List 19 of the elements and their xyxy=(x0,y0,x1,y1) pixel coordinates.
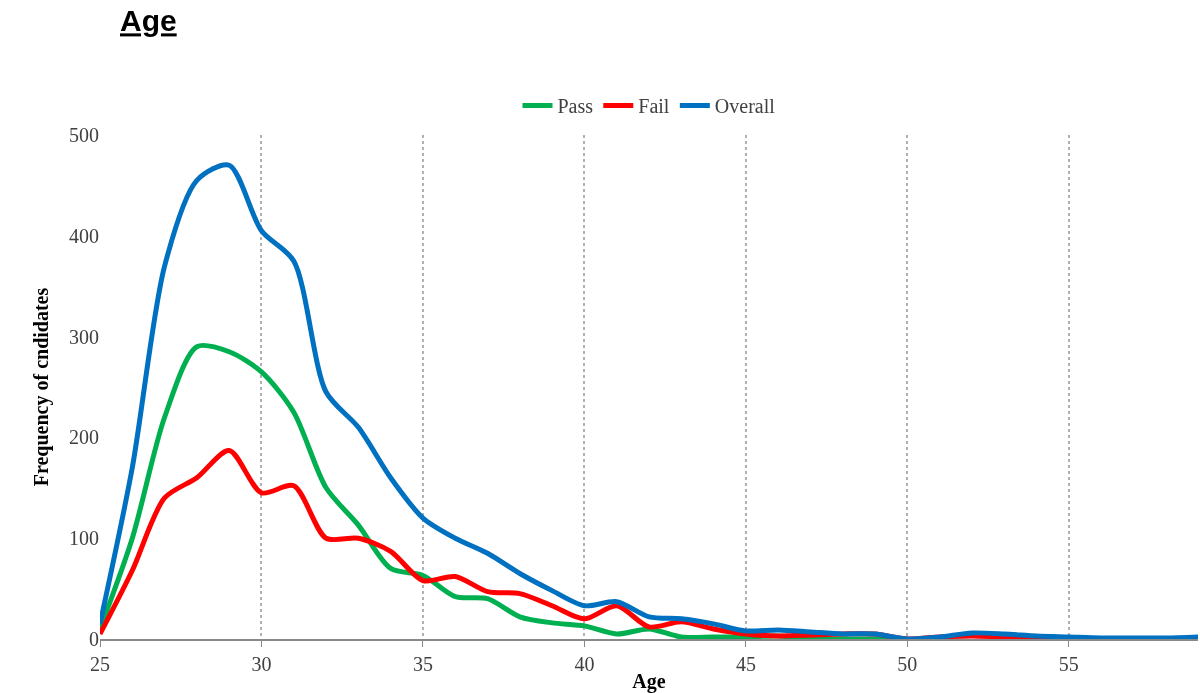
legend-label: Overall xyxy=(714,95,776,118)
y-tick-label: 0 xyxy=(89,628,99,650)
y-tick-label: 100 xyxy=(69,527,99,550)
x-tick-label: 55 xyxy=(1058,653,1079,675)
x-tick-label: 45 xyxy=(735,653,756,675)
y-tick-label: 400 xyxy=(69,224,99,247)
x-tick-label: 35 xyxy=(412,653,433,675)
y-axis-title: Frequency of cndidates xyxy=(29,287,53,487)
x-tick-label: 40 xyxy=(574,653,595,675)
x-tick-label: 25 xyxy=(90,653,110,675)
legend-label: Fail xyxy=(638,95,670,118)
x-axis-title: Age xyxy=(632,670,666,693)
y-tick-label: 200 xyxy=(69,426,99,449)
chart-title: Age xyxy=(120,4,177,38)
x-tick-label: 50 xyxy=(897,653,918,675)
y-tick-label: 500 xyxy=(69,124,99,146)
y-tick-label: 300 xyxy=(69,325,99,348)
x-tick-label: 30 xyxy=(251,653,272,675)
legend-label: Pass xyxy=(557,95,594,118)
